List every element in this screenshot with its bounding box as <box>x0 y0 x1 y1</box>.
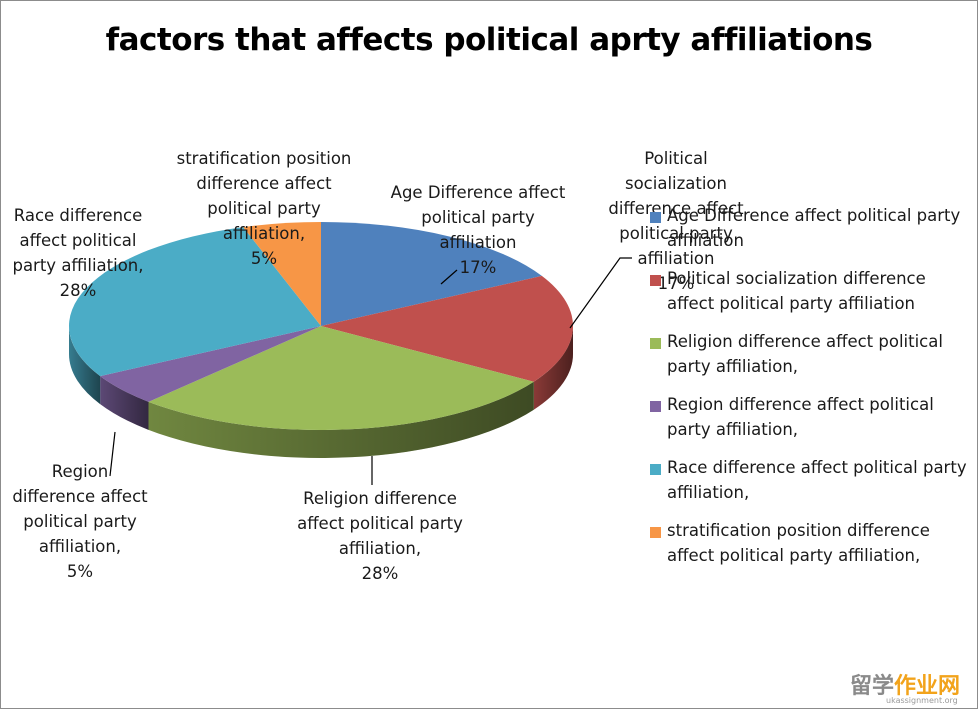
pie-side-shade <box>148 381 534 458</box>
legend-swatch <box>650 464 661 475</box>
watermark-part3: 网 <box>938 674 961 699</box>
pie-slice-stratification-position <box>243 222 321 326</box>
data-label-age: Age Difference affect political party af… <box>390 183 566 277</box>
legend-swatch <box>650 527 661 538</box>
data-label-region: Region difference affect political party… <box>12 462 148 581</box>
data-label-political-socialization: Political socialization difference affec… <box>608 149 744 293</box>
leader-line-0 <box>440 269 458 285</box>
leader-line-1 <box>569 257 632 329</box>
pie-side-shade <box>533 326 573 410</box>
legend-item-region: Region difference affect political party… <box>648 392 968 455</box>
pie-slice-region-difference <box>100 326 321 402</box>
pie-side-shade <box>100 376 149 430</box>
legend-swatch <box>650 338 661 349</box>
pie-slice-political-socialization <box>321 275 574 382</box>
legend-item-political-socialization: Political socialization difference affec… <box>648 266 968 329</box>
legend-label: stratification position difference affec… <box>667 521 930 565</box>
watermark-part1: 留学 <box>850 674 895 699</box>
legend-label: Political socialization difference affec… <box>667 269 926 313</box>
pie-slice-age-difference <box>321 222 542 326</box>
watermark-part2: 作业 <box>894 674 939 699</box>
legend-label: Age Difference affect political party af… <box>667 206 961 250</box>
pie-slice-race-difference <box>68 227 321 377</box>
watermark-url: ukassignment.org <box>886 696 958 705</box>
data-label-stratification: stratification position difference affec… <box>176 149 352 268</box>
legend-item-stratification: stratification position difference affec… <box>648 518 968 581</box>
legend-swatch <box>650 401 661 412</box>
legend-swatch <box>650 275 661 286</box>
legend-item-religion: Religion difference affect political par… <box>648 329 968 392</box>
pie-slice-religion-difference <box>148 326 534 431</box>
data-label-religion: Religion difference affect political par… <box>297 489 463 583</box>
data-label-race: Race difference affect political party a… <box>12 206 144 300</box>
legend: Age Difference affect political party af… <box>648 203 968 581</box>
pie-side-shade <box>69 326 101 405</box>
leader-line-3 <box>109 431 116 477</box>
leader-lines <box>109 257 632 485</box>
legend-label: Race difference affect political party a… <box>667 458 967 502</box>
pie-tops <box>68 222 574 431</box>
legend-swatch <box>650 212 661 223</box>
watermark-logo: 留学作业网 <box>850 668 960 700</box>
chart-title: factors that affects political aprty aff… <box>105 22 873 58</box>
legend-label: Region difference affect political party… <box>667 395 934 439</box>
legend-item-race: Race difference affect political party a… <box>648 455 968 518</box>
pie-sides <box>69 326 573 458</box>
legend-item-age: Age Difference affect political party af… <box>648 203 968 266</box>
legend-label: Religion difference affect political par… <box>667 332 943 376</box>
